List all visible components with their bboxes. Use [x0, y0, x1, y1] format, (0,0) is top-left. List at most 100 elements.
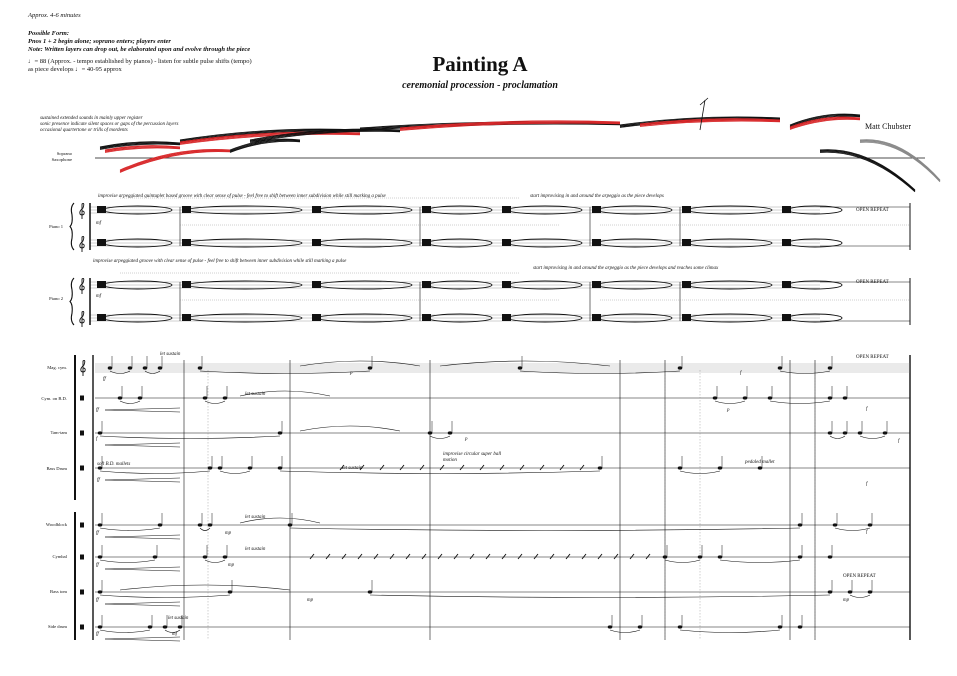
perc-notehead	[152, 555, 158, 559]
perc-notehead	[162, 625, 168, 629]
perc-notehead	[287, 523, 293, 527]
perc-tie	[679, 629, 781, 633]
bass-drum-direction: soft B.D. mallets	[97, 462, 131, 467]
piano1-notehead-cluster	[502, 239, 511, 246]
perc-tie	[204, 559, 226, 563]
perc-tie	[204, 400, 226, 404]
soprano-graphic-gesture	[104, 145, 181, 152]
perc-tie	[714, 400, 746, 404]
perc-notehead	[717, 555, 723, 559]
perc-notehead	[97, 431, 103, 435]
perc-tie	[219, 470, 251, 474]
perc-notehead	[97, 555, 103, 559]
soprano-graphic-gesture	[819, 150, 916, 192]
slash-notation	[645, 553, 651, 560]
slash-notation	[519, 464, 525, 471]
perc-notehead	[142, 366, 148, 370]
perc-tie	[144, 370, 161, 374]
soprano-graphic-gesture	[859, 139, 941, 181]
perc-notehead	[202, 555, 208, 559]
bass-drum-direction-2: let sustain	[342, 466, 363, 471]
hairpin	[104, 601, 181, 607]
tam-tam-dynamic: f	[96, 437, 98, 442]
soprano-instruction-2: sonic presence indicate silent spaces or…	[40, 122, 179, 127]
piano1-notehead-cluster	[312, 206, 321, 213]
piano1-notehead-cluster	[97, 206, 106, 213]
perc-notehead	[637, 625, 643, 629]
piano1-notehead-cluster	[592, 239, 601, 246]
perc-notehead	[832, 523, 838, 527]
slash-notation	[579, 464, 585, 471]
percussion-clef-icon	[80, 554, 84, 560]
perc-notehead	[827, 431, 833, 435]
perc-tie	[199, 370, 371, 374]
perc-tie	[369, 594, 831, 598]
perc-notehead	[157, 523, 163, 527]
hairpin	[104, 477, 181, 483]
perc-notehead	[227, 590, 233, 594]
perc-notehead	[127, 366, 133, 370]
soprano-graphic-gesture	[699, 97, 709, 131]
slash-notation	[359, 464, 365, 471]
soprano-graphic-gesture	[249, 130, 401, 143]
perc-notehead	[717, 466, 723, 470]
hairpin	[104, 566, 181, 572]
perc-tie	[849, 594, 871, 598]
perc-notehead	[867, 590, 873, 594]
soprano-graphic-gesture	[619, 117, 781, 127]
perc-tie	[99, 559, 156, 563]
soprano-graphic-gesture	[819, 151, 916, 193]
perc-tie	[834, 527, 871, 531]
page-title: Painting A	[432, 52, 528, 76]
soprano-graphic-gesture	[99, 143, 181, 150]
perc-tie	[664, 559, 701, 563]
slash-notation	[357, 553, 363, 560]
piano1-notehead-cluster	[682, 239, 691, 246]
duration: Approx. 4-6 minutes	[28, 12, 81, 19]
piano2-instruction-a: improvise arpeggiated groove with clear …	[93, 259, 347, 264]
perc-sustain-line	[299, 425, 401, 432]
soprano-graphic-gesture	[229, 139, 301, 152]
perc-notehead	[677, 625, 683, 629]
perc-notehead	[217, 466, 223, 470]
soprano-graphic-gesture	[119, 151, 231, 173]
piano1-notehead-cluster	[97, 239, 106, 246]
piano2-notehead-cluster	[182, 281, 191, 288]
soprano-graphic-gesture	[104, 147, 181, 153]
piano1-notehead-cluster	[592, 206, 601, 213]
soprano-graphic-gesture	[119, 149, 231, 171]
piano2-notehead-cluster	[502, 281, 511, 288]
piano2-notehead-cluster	[682, 314, 691, 321]
perc-tie	[99, 470, 211, 474]
woodblock-dynamic-2: mp	[225, 531, 232, 536]
soprano-graphic-gesture	[104, 146, 181, 153]
soprano-graphic-gesture	[99, 141, 181, 148]
perc-notehead	[222, 396, 228, 400]
perc-notehead	[247, 466, 253, 470]
piano1-dynamic: mf	[96, 221, 101, 226]
perc-notehead	[202, 396, 208, 400]
perc-tie	[289, 527, 801, 531]
percussion-clef-icon	[80, 522, 84, 528]
perc-notehead	[712, 396, 718, 400]
perc-tie	[519, 370, 681, 374]
slash-notation	[341, 553, 347, 560]
soprano-graphic-gesture	[399, 122, 621, 131]
perc-notehead	[367, 366, 373, 370]
soprano-graphic-gesture	[179, 133, 361, 145]
soprano-graphic-gesture	[789, 113, 861, 126]
piano1-open-repeat: OPEN REPEAT	[856, 208, 889, 213]
perc-notehead	[157, 366, 163, 370]
soprano-graphic-gesture	[859, 141, 941, 183]
perc-notehead	[147, 625, 153, 629]
perc-notehead	[277, 466, 283, 470]
slash-notation	[501, 553, 507, 560]
piano1-notehead-cluster	[782, 206, 791, 213]
soprano-graphic-gesture	[229, 140, 301, 153]
staff-label-mag-cym: Mag. cym.	[47, 365, 67, 370]
tempo-line-2: as piece develops ♩= 40-95 approx	[28, 66, 122, 73]
perc-notehead	[427, 431, 433, 435]
bass-drum-direction-3: improvise circular super ball motion	[443, 452, 502, 463]
perc-notehead	[857, 431, 863, 435]
soprano-graphic-gesture	[249, 130, 401, 143]
